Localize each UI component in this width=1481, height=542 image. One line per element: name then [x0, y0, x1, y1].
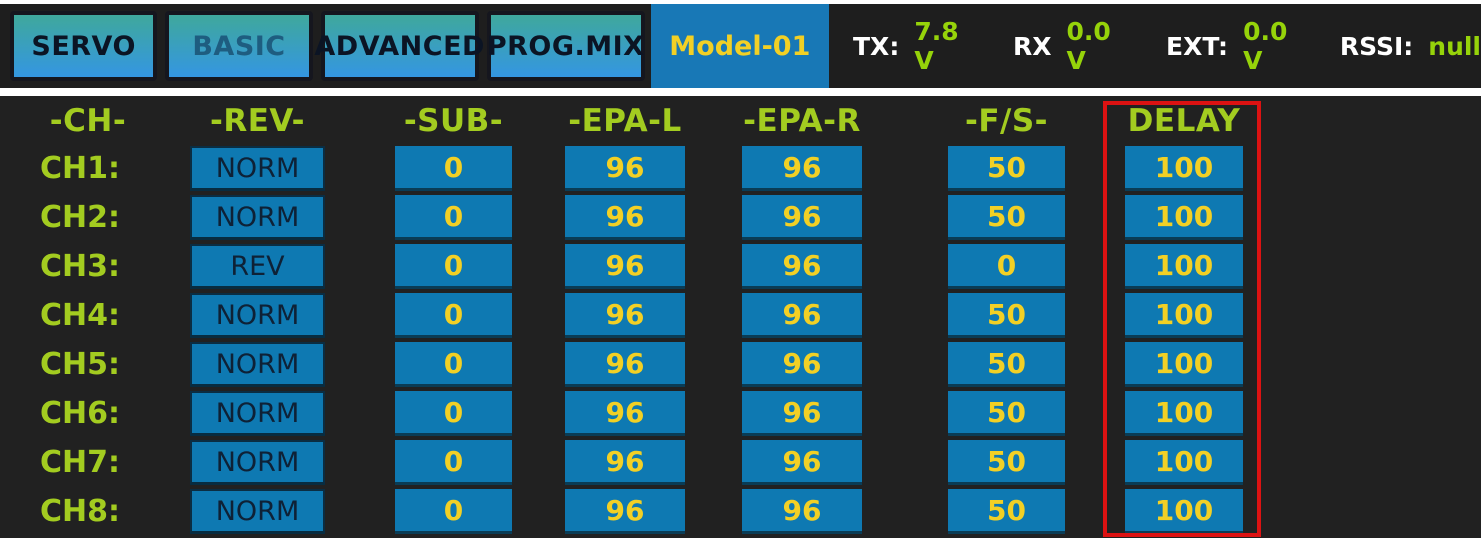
epa-l-cell[interactable]: 96 — [565, 489, 685, 534]
column-header-fs: -F/S- — [964, 103, 1049, 139]
tab-advanced[interactable]: ADVANCED — [314, 11, 484, 81]
column-header-sub: -SUB- — [403, 103, 504, 139]
channel-label: CH4: — [40, 298, 120, 333]
status-bar: TX: 7.8 V RX 0.0 V EXT: 0.0 V RSSI: null — [853, 17, 1481, 75]
rev-cell[interactable]: NORM — [190, 195, 325, 240]
ext-value: 0.0 V — [1243, 17, 1288, 75]
sub-trim-cell[interactable]: 0 — [395, 391, 512, 436]
epa-l-cell[interactable]: 96 — [565, 293, 685, 338]
channel-row: CH7: NORM 0 96 96 50 100 — [0, 440, 1481, 489]
model-name-badge[interactable]: Model-01 — [650, 4, 829, 88]
tab-servo[interactable]: SERVO — [10, 11, 158, 81]
epa-r-cell[interactable]: 96 — [742, 342, 862, 387]
channel-row: CH2: NORM 0 96 96 50 100 — [0, 195, 1481, 244]
rssi-status: RSSI: null — [1340, 32, 1481, 61]
channel-rows: CH1: NORM 0 96 96 50 100 CH2: NORM 0 96 … — [0, 146, 1481, 538]
rx-label: RX — [1012, 31, 1052, 61]
column-header-delay: DELAY — [1127, 103, 1241, 139]
failsafe-cell[interactable]: 50 — [948, 293, 1065, 338]
channel-row: CH1: NORM 0 96 96 50 100 — [0, 146, 1481, 195]
table-header-row: -CH- -REV- -SUB- -EPA-L -EPA-R -F/S- DEL… — [0, 96, 1481, 146]
ext-label: EXT: — [1166, 31, 1229, 61]
channel-row: CH8: NORM 0 96 96 50 100 — [0, 489, 1481, 538]
channel-label: CH8: — [40, 494, 120, 529]
failsafe-cell[interactable]: 50 — [948, 195, 1065, 240]
tab-prog-mix[interactable]: PROG.MIX — [486, 11, 645, 81]
rev-cell[interactable]: NORM — [190, 391, 325, 436]
channel-label: CH6: — [40, 396, 120, 431]
epa-l-cell[interactable]: 96 — [565, 342, 685, 387]
epa-r-cell[interactable]: 96 — [742, 391, 862, 436]
channel-row: CH4: NORM 0 96 96 50 100 — [0, 293, 1481, 342]
epa-r-cell[interactable]: 96 — [742, 293, 862, 338]
channel-row: CH5: NORM 0 96 96 50 100 — [0, 342, 1481, 391]
epa-r-cell[interactable]: 96 — [742, 440, 862, 485]
sub-trim-cell[interactable]: 0 — [395, 195, 512, 240]
failsafe-cell[interactable]: 50 — [948, 489, 1065, 534]
column-header-epa-r: -EPA-R — [743, 103, 861, 139]
sub-trim-cell[interactable]: 0 — [395, 146, 512, 191]
channel-label: CH7: — [40, 445, 120, 480]
column-header-rev: -REV- — [209, 103, 305, 139]
epa-r-cell[interactable]: 96 — [742, 146, 862, 191]
rev-cell[interactable]: NORM — [190, 293, 325, 338]
sub-trim-cell[interactable]: 0 — [395, 244, 512, 289]
rx-value: 0.0 V — [1066, 17, 1111, 75]
epa-r-cell[interactable]: 96 — [742, 489, 862, 534]
delay-cell[interactable]: 100 — [1125, 440, 1243, 485]
delay-cell[interactable]: 100 — [1125, 489, 1243, 534]
tx-value: 7.8 V — [914, 17, 959, 75]
delay-cell[interactable]: 100 — [1125, 146, 1243, 191]
failsafe-cell[interactable]: 50 — [948, 440, 1065, 485]
delay-cell[interactable]: 100 — [1125, 244, 1243, 289]
sub-trim-cell[interactable]: 0 — [395, 293, 512, 338]
sub-trim-cell[interactable]: 0 — [395, 489, 512, 534]
rev-cell[interactable]: NORM — [190, 146, 325, 191]
sub-trim-cell[interactable]: 0 — [395, 342, 512, 387]
epa-l-cell[interactable]: 96 — [565, 195, 685, 240]
epa-l-cell[interactable]: 96 — [565, 440, 685, 485]
delay-cell[interactable]: 100 — [1125, 391, 1243, 436]
channel-row: CH6: NORM 0 96 96 50 100 — [0, 391, 1481, 440]
epa-l-cell[interactable]: 96 — [565, 244, 685, 289]
rev-cell[interactable]: NORM — [190, 489, 325, 534]
servo-settings-panel: -CH- -REV- -SUB- -EPA-L -EPA-R -F/S- DEL… — [0, 96, 1481, 538]
epa-r-cell[interactable]: 96 — [742, 244, 862, 289]
failsafe-cell[interactable]: 50 — [948, 391, 1065, 436]
tab-basic[interactable]: BASIC — [165, 11, 313, 81]
rev-cell[interactable]: NORM — [190, 440, 325, 485]
rssi-label: RSSI: — [1339, 31, 1414, 61]
epa-l-cell[interactable]: 96 — [565, 391, 685, 436]
epa-r-cell[interactable]: 96 — [742, 195, 862, 240]
delay-cell[interactable]: 100 — [1125, 342, 1243, 387]
channel-label: CH2: — [40, 200, 120, 235]
tx-label: TX: — [853, 31, 900, 61]
topbar: SERVO BASIC ADVANCED PROG.MIX Model-01 T… — [0, 4, 1481, 88]
failsafe-cell[interactable]: 50 — [948, 146, 1065, 191]
epa-l-cell[interactable]: 96 — [565, 146, 685, 191]
column-header-ch: -CH- — [49, 103, 127, 139]
rssi-value: null — [1428, 31, 1481, 61]
delay-cell[interactable]: 100 — [1125, 293, 1243, 338]
channel-label: CH3: — [40, 249, 120, 284]
sub-trim-cell[interactable]: 0 — [395, 440, 512, 485]
channel-label: CH1: — [40, 151, 120, 186]
channel-label: CH5: — [40, 347, 120, 382]
tx-voltage: TX: 7.8 V — [853, 17, 971, 75]
rev-cell[interactable]: REV — [190, 244, 325, 289]
column-header-epa-l: -EPA-L — [568, 103, 682, 139]
failsafe-cell[interactable]: 0 — [948, 244, 1065, 289]
failsafe-cell[interactable]: 50 — [948, 342, 1065, 387]
rx-voltage: RX 0.0 V — [1013, 17, 1124, 75]
channel-row: CH3: REV 0 96 96 0 100 — [0, 244, 1481, 293]
rev-cell[interactable]: NORM — [190, 342, 325, 387]
ext-voltage: EXT: 0.0 V — [1166, 17, 1298, 75]
delay-cell[interactable]: 100 — [1125, 195, 1243, 240]
